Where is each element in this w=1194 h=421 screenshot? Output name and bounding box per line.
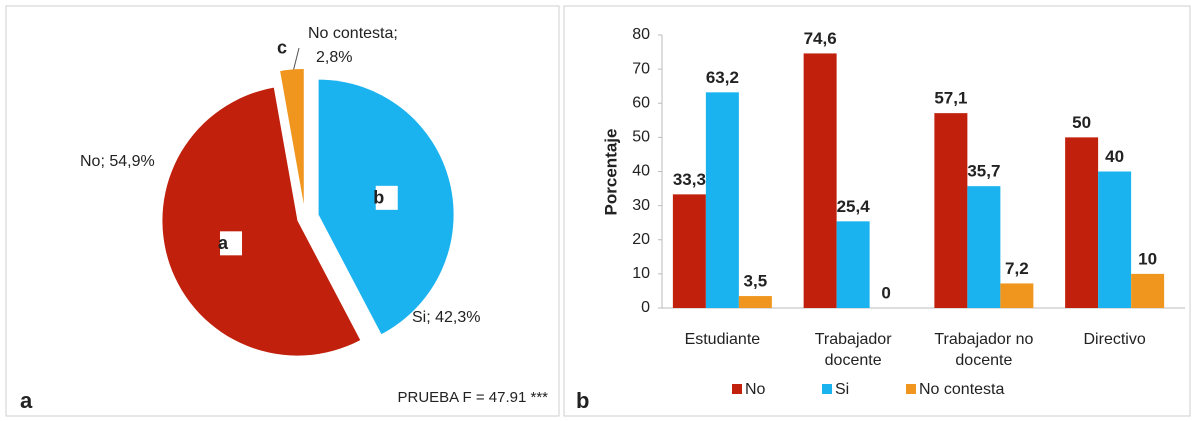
y-tick-label: 20 bbox=[632, 231, 650, 248]
bar-value-label: 35,7 bbox=[967, 162, 1000, 181]
bar bbox=[1000, 283, 1034, 308]
bar bbox=[738, 296, 772, 308]
x-tick-label: Estudiante bbox=[685, 331, 761, 348]
slice-letter: b bbox=[373, 188, 384, 208]
bar bbox=[1098, 171, 1132, 308]
bar-value-label: 25,4 bbox=[837, 197, 871, 216]
bar-value-label: 50 bbox=[1072, 113, 1091, 132]
legend-swatch bbox=[732, 384, 742, 394]
bar-value-label: 7,2 bbox=[1005, 259, 1029, 278]
bar bbox=[967, 186, 1001, 308]
bar-value-label: 63,2 bbox=[706, 68, 739, 87]
slice-label-line: 2,8% bbox=[316, 49, 352, 66]
bar-value-label: 0 bbox=[881, 283, 890, 302]
bar-value-label: 33,3 bbox=[673, 170, 706, 189]
x-tick-label-line: Trabajador no bbox=[934, 331, 1033, 348]
x-tick-label-line: docente bbox=[825, 352, 882, 369]
letter-box bbox=[375, 185, 398, 210]
bar bbox=[705, 92, 739, 308]
x-tick-label-line: docente bbox=[955, 352, 1012, 369]
y-tick-label: 80 bbox=[632, 26, 650, 43]
bar-value-label: 57,1 bbox=[934, 89, 967, 108]
letter-box bbox=[220, 231, 243, 256]
legend-swatch bbox=[822, 384, 832, 394]
bar-value-label: 3,5 bbox=[744, 272, 768, 291]
note: PRUEBA F = 47.91 *** bbox=[398, 389, 549, 406]
slice-letter: a bbox=[218, 233, 229, 253]
y-tick-label: 70 bbox=[632, 60, 650, 77]
x-tick-label: Trabajador no docente bbox=[934, 331, 1033, 369]
slice-label: Si; 42,3% bbox=[412, 309, 480, 326]
slice-label: No contesta; 2,8% bbox=[308, 25, 398, 66]
legend-label: Si bbox=[835, 381, 849, 398]
x-tick-label-line: Trabajador bbox=[815, 331, 892, 348]
bar bbox=[836, 221, 870, 308]
y-tick-label: 10 bbox=[632, 265, 650, 282]
pie-slice bbox=[162, 87, 361, 356]
x-tick-label: Trabajador docente bbox=[815, 331, 892, 369]
bar bbox=[1065, 137, 1099, 308]
y-tick-label: 0 bbox=[641, 299, 650, 316]
y-tick-label: 60 bbox=[632, 94, 650, 111]
x-tick-label: Directivo bbox=[1084, 331, 1146, 348]
bar bbox=[934, 113, 968, 309]
legend-label: No bbox=[745, 381, 766, 398]
legend-label: No contesta bbox=[919, 381, 1004, 398]
pie-slice bbox=[280, 69, 304, 205]
bar bbox=[1131, 273, 1165, 308]
slice-letter: c bbox=[277, 37, 287, 57]
bar-value-label: 40 bbox=[1105, 147, 1124, 166]
bar-value-label: 10 bbox=[1138, 249, 1157, 268]
y-axis-label: Porcentaje bbox=[601, 129, 620, 216]
y-tick-label: 30 bbox=[632, 197, 650, 214]
panel-label: a bbox=[20, 388, 33, 413]
slice-label: No; 54,9% bbox=[80, 153, 155, 170]
y-tick-label: 50 bbox=[632, 129, 650, 146]
bar bbox=[803, 53, 837, 308]
bar bbox=[672, 194, 706, 308]
panel-label: b bbox=[576, 388, 589, 413]
y-tick-label: 40 bbox=[632, 163, 650, 180]
bar-value-label: 74,6 bbox=[804, 29, 837, 48]
legend-swatch bbox=[906, 384, 916, 394]
slice-label-line: No contesta; bbox=[308, 25, 398, 42]
